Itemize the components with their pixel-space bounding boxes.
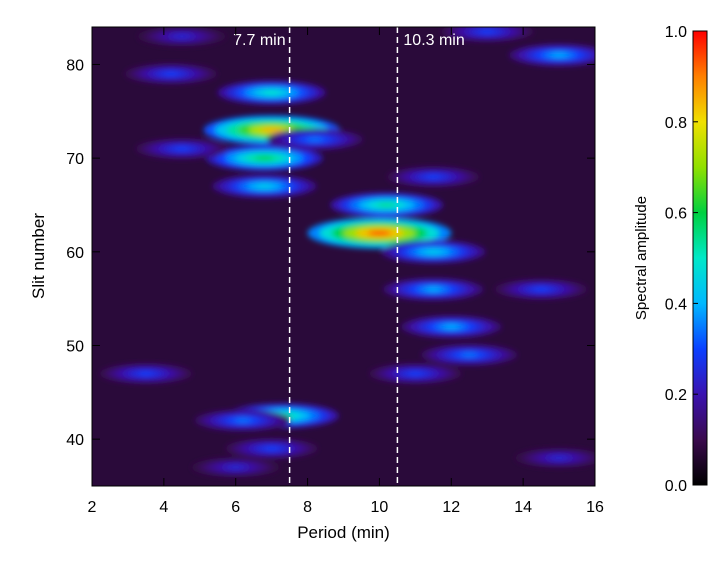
- colorbar-tick-label: 0.2: [665, 387, 687, 404]
- heatmap-contour: [163, 72, 179, 76]
- heatmap-contour: [551, 456, 567, 460]
- heatmap-blob: [495, 278, 588, 300]
- heatmap-blob: [383, 278, 484, 301]
- heatmap-contour: [461, 353, 478, 357]
- colorbar-tick-label: 0.6: [665, 206, 687, 223]
- heatmap-blobs: [99, 27, 595, 478]
- heatmap-contour: [138, 371, 154, 376]
- heatmap-blob: [125, 63, 218, 85]
- colorbar-tick-label: 1.0: [665, 24, 687, 41]
- heatmap-contour: [424, 287, 442, 292]
- y-tick-label: 80: [66, 57, 84, 74]
- heatmap-contour: [228, 465, 244, 469]
- heatmap-blob: [212, 174, 317, 198]
- colorbar-ticks: 0.0 0.2 0.4 0.6 0.8 1.0: [665, 24, 698, 495]
- heatmap-blob: [194, 409, 291, 432]
- plot-frame: [91, 26, 596, 487]
- heatmap-blob: [330, 192, 443, 218]
- heatmap-contour: [442, 324, 460, 329]
- heatmap-contour: [367, 230, 392, 236]
- heatmap-contour: [263, 446, 280, 451]
- colorbar-tick-label: 0.4: [665, 296, 687, 313]
- reference-lines: [288, 27, 399, 486]
- heatmap-blob: [191, 457, 280, 478]
- heatmap-contour: [550, 53, 568, 57]
- heatmap-blob: [135, 138, 228, 160]
- colorbar-title: Spectral amplitude: [633, 196, 650, 320]
- y-tick-label: 70: [66, 151, 84, 168]
- heatmap-blob: [217, 80, 326, 105]
- heatmap-blob: [225, 438, 318, 459]
- heatmap-blob: [266, 128, 363, 151]
- heatmap-blob: [369, 363, 462, 384]
- x-axis: 2 4 6 8 10 12 14 16: [88, 27, 604, 516]
- y-tick-label: 60: [66, 245, 84, 262]
- heatmap-blob: [307, 217, 452, 249]
- heatmap-contour: [260, 127, 283, 133]
- heatmap-contour: [377, 202, 396, 208]
- heatmap-contour: [533, 287, 549, 292]
- x-tick-label: 10: [371, 499, 389, 516]
- colorbar-frame: [692, 30, 708, 486]
- x-tick-label: 16: [586, 499, 604, 516]
- heatmap-blob: [509, 43, 595, 67]
- heatmap-blob: [387, 166, 480, 188]
- heatmap-blob: [206, 145, 323, 171]
- heatmap-contour: [306, 137, 323, 142]
- heatmap-blob: [99, 363, 192, 384]
- x-tick-label: 2: [88, 499, 97, 516]
- heatmap-blob: [421, 344, 518, 366]
- y-tick-label: 40: [66, 432, 84, 449]
- x-tick-label: 14: [514, 499, 532, 516]
- heatmap-contour: [254, 156, 275, 161]
- colorbar-gradient: [693, 31, 707, 485]
- heatmap-contour: [479, 29, 495, 34]
- heatmap-contour: [262, 90, 281, 95]
- heatmap-blob: [401, 315, 502, 338]
- heatmap-blob: [137, 27, 226, 47]
- colorbar-tick-label: 0.0: [665, 478, 687, 495]
- heatmap-blob: [441, 27, 534, 43]
- x-tick-label: 8: [303, 499, 312, 516]
- heatmap-contour: [174, 147, 190, 151]
- colorbar-tick-label: 0.8: [665, 115, 687, 132]
- heatmap-contour: [234, 418, 251, 423]
- reference-labels: 7.7 min 10.3 min: [233, 32, 465, 49]
- x-tick-label: 4: [159, 499, 168, 516]
- x-tick-label: 12: [442, 499, 460, 516]
- heatmap-contour: [425, 175, 441, 179]
- y-axis: 40 50 60 70 80: [66, 57, 595, 449]
- reference-line-label: 10.3 min: [403, 32, 464, 49]
- heatmap: [92, 27, 595, 486]
- y-axis-title: Slit number: [29, 213, 48, 299]
- x-tick-label: 6: [231, 499, 240, 516]
- heatmap-contour: [255, 184, 274, 189]
- heatmap-background: [92, 27, 595, 486]
- heatmap-contour: [174, 34, 190, 39]
- reference-line-label: 7.7 min: [233, 32, 285, 49]
- colorbar: 0.0 0.2 0.4 0.6 0.8 1.0 Spectral amplitude: [633, 24, 708, 495]
- heatmap-blob: [381, 240, 486, 264]
- heatmap-contour: [424, 249, 442, 254]
- x-axis-title: Period (min): [297, 523, 390, 542]
- heatmap-blob: [515, 447, 595, 468]
- heatmap-contour: [407, 371, 424, 376]
- y-tick-label: 50: [66, 338, 84, 355]
